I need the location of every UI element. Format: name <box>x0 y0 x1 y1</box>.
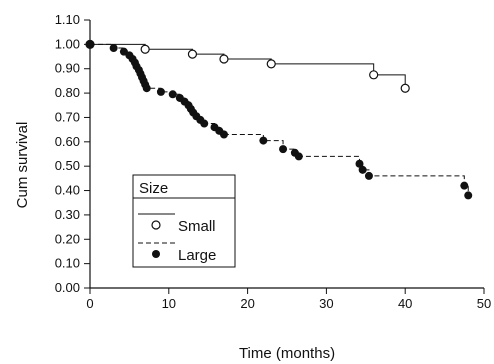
x-tick-label: 50 <box>477 296 491 311</box>
y-tick-label: 0.30 <box>55 207 80 222</box>
y-tick-label: 0.70 <box>55 109 80 124</box>
data-point-large <box>294 152 303 161</box>
axes <box>89 20 484 289</box>
data-point-large <box>156 87 165 96</box>
data-point-large <box>259 136 268 145</box>
data-point-large <box>464 191 473 200</box>
x-tick-label: 0 <box>86 296 93 311</box>
y-tick-label: 0.00 <box>55 280 80 295</box>
x-tick-label: 30 <box>319 296 333 311</box>
data-point-large <box>358 165 367 174</box>
data-point-small <box>266 59 276 69</box>
data-point-large <box>460 181 469 190</box>
y-tick-label: 0.20 <box>55 231 80 246</box>
data-point-small <box>369 70 379 80</box>
legend-small-marker <box>151 220 161 230</box>
data-point-large <box>200 119 209 128</box>
data-point-large <box>168 90 177 99</box>
y-tick-label: 0.80 <box>55 85 80 100</box>
y-tick-label: 0.10 <box>55 256 80 271</box>
y-tick-label: 0.90 <box>55 61 80 76</box>
y-tick-label: 0.50 <box>55 158 80 173</box>
x-tick-label: 10 <box>162 296 176 311</box>
data-point-small <box>187 49 198 59</box>
data-point-large <box>364 171 373 180</box>
legend-box <box>132 174 236 268</box>
data-point-large <box>279 145 288 154</box>
data-point-small <box>219 54 229 64</box>
legend-large-marker <box>152 250 160 258</box>
data-point-small <box>140 44 150 54</box>
y-tick-label: 1.00 <box>55 36 80 51</box>
data-point-small <box>400 83 410 93</box>
legend: Size Small Large <box>132 174 236 268</box>
x-ticks: 0 10 20 30 40 50 <box>86 288 491 311</box>
y-tick-label: 0.40 <box>55 183 80 198</box>
x-axis-label: Time (months) <box>239 345 335 362</box>
series-line-large <box>90 43 469 196</box>
series-layer <box>85 39 473 200</box>
y-ticks: 0.00 0.10 0.20 0.30 0.40 0.50 0.60 0.70 0.80 0.90… <box>55 12 90 295</box>
y-axis-label: Cum survival <box>14 122 31 209</box>
legend-large-label: Large <box>178 247 216 264</box>
x-tick-label: 40 <box>398 296 412 311</box>
data-point-large <box>109 44 118 53</box>
y-tick-label: 0.60 <box>55 134 80 149</box>
data-point-large <box>86 40 94 49</box>
x-tick-label: 20 <box>240 296 254 311</box>
data-point-large <box>142 84 151 93</box>
data-point-large <box>219 130 228 139</box>
legend-small-label: Small <box>178 218 216 235</box>
data-point-large <box>355 159 364 168</box>
legend-title: Size <box>139 180 168 197</box>
y-tick-label: 1.10 <box>55 12 80 27</box>
